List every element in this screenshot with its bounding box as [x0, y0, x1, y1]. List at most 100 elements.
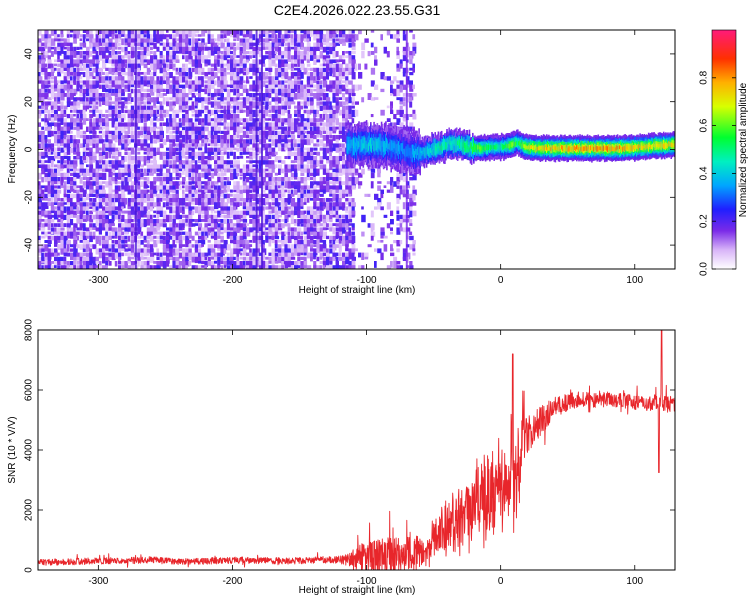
spectrogram-noise-cell: [290, 202, 295, 208]
spectrogram-noise-cell: [284, 30, 288, 35]
spectrogram-noise-cell: [274, 105, 279, 111]
spectrogram-noise-cell: [396, 80, 400, 84]
spectrogram-noise-cell: [201, 55, 206, 62]
spectrogram-noise-cell: [332, 210, 336, 215]
spectrogram-noise-cell: [338, 143, 342, 148]
spectrogram-noise-cell: [230, 88, 234, 93]
spectrogram-noise-cell: [348, 206, 352, 212]
spectrogram-noise-cell: [329, 156, 334, 163]
spectrogram-noise-cell: [166, 88, 170, 94]
spectrogram-noise-cell: [63, 210, 67, 214]
spectrogram-noise-cell: [76, 143, 80, 149]
spectrogram-noise-cell: [335, 206, 340, 211]
spectrogram-noise-cell: [265, 38, 270, 45]
spectrogram-noise-cell: [233, 135, 236, 140]
spectrogram-noise-cell: [105, 122, 110, 127]
spectrogram-noise-cell: [162, 219, 166, 223]
spectrogram-noise-cell: [172, 244, 177, 248]
spectrogram-noise-cell: [50, 261, 55, 264]
spectrogram-noise-cell: [41, 72, 46, 75]
spectrogram-noise-cell: [102, 139, 105, 143]
spectrogram-noise-cell: [60, 93, 65, 101]
spectrogram-noise-cell: [153, 265, 158, 269]
spectrogram-noise-cell: [268, 51, 273, 56]
spectrogram-noise-cell: [98, 109, 103, 116]
spectrogram-noise-cell: [226, 198, 230, 204]
spectrogram-noise-cell: [162, 139, 167, 146]
spectrogram-noise-cell: [194, 177, 198, 182]
spectrogram-noise-cell: [172, 160, 177, 166]
spectrogram-noise-cell: [86, 156, 89, 163]
spectrogram-noise-cell: [332, 202, 337, 209]
spectrogram-noise-cell: [44, 30, 49, 37]
spectrogram-noise-cell: [130, 261, 136, 268]
spectrogram-noise-cell: [258, 84, 263, 91]
spectrogram-noise-cell: [345, 72, 350, 76]
spectrogram-noise-cell: [188, 76, 192, 80]
spectrogram-noise-cell: [313, 72, 317, 77]
spectrogram-noise-cell: [265, 109, 269, 117]
spectrogram-noise-cell: [82, 177, 86, 180]
spectrogram-noise-cell: [236, 34, 240, 40]
spectrogram-noise-cell: [108, 231, 112, 236]
spectrogram-noise-cell: [108, 235, 112, 240]
spectrogram-noise-cell: [172, 97, 176, 104]
spectrogram-noise-cell: [313, 84, 317, 88]
spectrogram-noise-cell: [130, 156, 135, 163]
spectrogram-noise-cell: [143, 72, 147, 77]
spectrogram-noise-cell: [281, 198, 286, 205]
spectrogram-noise-cell: [265, 105, 268, 113]
spectrogram-noise-cell: [86, 248, 89, 253]
spectrogram-noise-cell: [95, 265, 99, 268]
spectrogram-noise-cell: [287, 202, 291, 205]
spectrogram-noise-cell: [153, 42, 157, 49]
spectrogram-noise-cell: [278, 244, 282, 250]
spectrogram-noise-cell: [258, 168, 262, 174]
spectrogram-noise-cell: [108, 88, 112, 96]
spectrogram-noise-cell: [47, 198, 52, 202]
spectrogram-noise-cell: [274, 80, 279, 88]
spectrogram-noise-cell: [358, 185, 361, 189]
spectrogram-noise-cell: [124, 105, 128, 109]
spectrogram-noise-cell: [127, 227, 131, 232]
spectrogram-noise-cell: [393, 76, 397, 82]
spectrogram-noise-cell: [114, 101, 120, 107]
spectrogram-noise-cell: [130, 59, 135, 65]
spectrogram-noise-cell: [284, 122, 288, 125]
spectrogram-noise-cell: [210, 42, 214, 50]
spectrogram-noise-cell: [153, 181, 157, 185]
spectrogram-noise-cell: [284, 177, 288, 182]
spectrogram-noise-cell: [38, 63, 41, 71]
spectrogram-noise-cell: [329, 109, 333, 115]
spectrogram-noise-cell: [316, 88, 320, 94]
spectrogram-noise-cell: [287, 139, 292, 143]
spectrogram-noise-cell: [76, 30, 81, 35]
spectrogram-noise-cell: [182, 261, 186, 268]
spectrogram-noise-cell: [89, 206, 93, 209]
spectrogram-noise-cell: [242, 210, 247, 218]
spectrogram-noise-cell: [226, 214, 232, 219]
spectrogram-noise-cell: [297, 248, 301, 254]
spectrogram-noise-cell: [278, 118, 281, 126]
spectrogram-noise-cell: [335, 256, 339, 264]
spectrogram-noise-cell: [329, 135, 333, 139]
spectrogram-noise-cell: [185, 193, 189, 198]
spectrogram-noise-cell: [124, 244, 129, 248]
spectrogram-noise-cell: [130, 80, 135, 85]
spectrogram-noise-cell: [66, 193, 71, 200]
spectrogram-noise-cell: [396, 181, 400, 185]
spectrogram-noise-cell: [63, 42, 68, 46]
spectrogram-noise-cell: [127, 206, 131, 210]
spectrogram-noise-cell: [214, 193, 217, 202]
spectrogram-noise-cell: [70, 76, 73, 83]
spectrogram-noise-cell: [252, 214, 257, 222]
spectrogram-noise-cell: [169, 227, 174, 233]
spectrogram-noise-cell: [377, 168, 381, 174]
spectrogram-noise-cell: [150, 256, 155, 263]
spectrogram-noise-cell: [185, 168, 190, 176]
spectrogram-noise-cell: [95, 164, 100, 172]
spectrogram-noise-cell: [268, 219, 272, 226]
spectrogram-noise-cell: [300, 55, 304, 61]
spectrogram-noise-cell: [358, 265, 362, 269]
spectrogram-noise-cell: [246, 265, 250, 268]
